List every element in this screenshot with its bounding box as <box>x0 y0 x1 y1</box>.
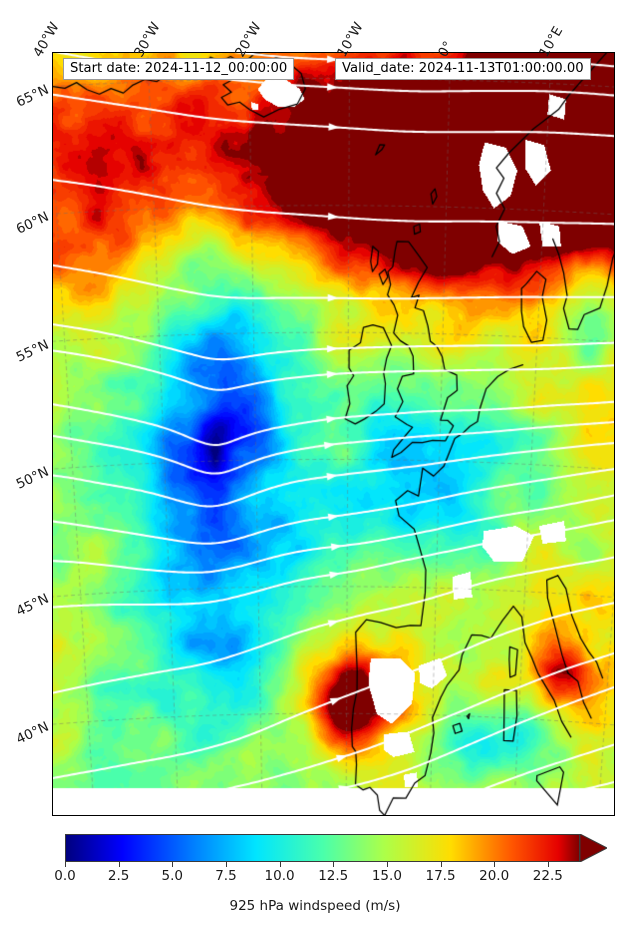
colorbar-tick-label-7: 17.5 <box>425 868 456 884</box>
colorbar-tick-5 <box>333 862 335 867</box>
windspeed-heatmap-canvas <box>53 53 614 815</box>
start-date-annotation: Start date: 2024-11-12_00:00:00 <box>63 58 295 81</box>
colorbar-tick-label-5: 12.5 <box>318 868 349 884</box>
colorbar-tick-label-6: 15.0 <box>371 868 402 884</box>
colorbar-label: 925 hPa windspeed (m/s) <box>229 898 401 914</box>
colorbar-tick-label-3: 7.5 <box>215 868 237 884</box>
colorbar-tick-label-4: 10.0 <box>264 868 295 884</box>
colorbar-tick-label-2: 5.0 <box>161 868 184 884</box>
colorbar-tick-0 <box>65 862 66 867</box>
latitude-tick-label-4: 60°N <box>13 209 52 238</box>
latitude-tick-label-0: 40°N <box>13 718 52 748</box>
colorbar-tick-8 <box>494 862 496 867</box>
colorbar-tick-1 <box>118 862 120 867</box>
colorbar-tick-6 <box>386 862 388 867</box>
latitude-tick-label-5: 65°N <box>13 81 52 111</box>
latitude-tick-label-3: 55°N <box>13 336 52 366</box>
colorbar-tick-9 <box>547 862 549 867</box>
latitude-tick-label-1: 45°N <box>13 591 52 620</box>
colorbar-extend-max-arrow <box>580 834 607 862</box>
colorbar-tick-label-9: 22.5 <box>532 868 563 884</box>
colorbar-tick-4 <box>279 862 281 867</box>
colorbar-tick-7 <box>440 862 442 867</box>
latitude-tick-label-2: 50°N <box>13 463 52 493</box>
colorbar-tick-label-1: 2.5 <box>107 868 130 884</box>
colorbar-tick-2 <box>172 862 174 867</box>
map-plot-area[interactable] <box>52 52 615 816</box>
valid-date-annotation: Valid_date: 2024-11-13T01:00:00.00 <box>335 58 591 81</box>
colorbar-tick-label-8: 20.0 <box>479 868 510 884</box>
colorbar[interactable] <box>65 834 580 862</box>
colorbar-tick-label-0: 0.0 <box>54 868 76 884</box>
colorbar-gradient <box>65 834 580 862</box>
colorbar-tick-3 <box>225 862 227 867</box>
